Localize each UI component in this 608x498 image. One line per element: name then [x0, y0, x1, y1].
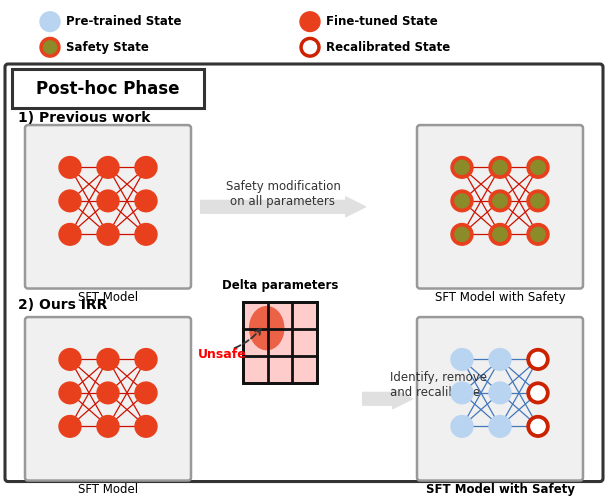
- Circle shape: [451, 415, 473, 437]
- Text: Unsafe: Unsafe: [198, 348, 247, 361]
- Text: Fine-tuned State: Fine-tuned State: [326, 15, 438, 28]
- Circle shape: [59, 224, 81, 245]
- Circle shape: [59, 415, 81, 437]
- Circle shape: [451, 349, 473, 370]
- Circle shape: [527, 349, 549, 370]
- Circle shape: [489, 349, 511, 370]
- Circle shape: [531, 386, 545, 400]
- Circle shape: [489, 156, 511, 178]
- Text: SFT Model with Safety: SFT Model with Safety: [426, 484, 575, 497]
- Circle shape: [489, 190, 511, 212]
- Circle shape: [97, 224, 119, 245]
- Circle shape: [451, 156, 473, 178]
- Circle shape: [97, 415, 119, 437]
- Circle shape: [97, 349, 119, 370]
- Circle shape: [489, 415, 511, 437]
- FancyBboxPatch shape: [417, 317, 583, 481]
- Circle shape: [59, 190, 81, 212]
- Bar: [243, 302, 317, 383]
- Circle shape: [531, 353, 545, 367]
- Text: Delta parameters: Delta parameters: [222, 279, 338, 292]
- Circle shape: [97, 156, 119, 178]
- Text: Recalibrated State: Recalibrated State: [326, 41, 451, 54]
- Circle shape: [455, 160, 469, 174]
- Text: SFT Model: SFT Model: [78, 291, 138, 304]
- Circle shape: [59, 382, 81, 404]
- Circle shape: [40, 37, 60, 57]
- Text: Identify, remove: Identify, remove: [390, 371, 487, 384]
- Text: SFT Model: SFT Model: [78, 484, 138, 497]
- Circle shape: [135, 415, 157, 437]
- Circle shape: [59, 349, 81, 370]
- Circle shape: [527, 156, 549, 178]
- Text: Post-hoc Phase: Post-hoc Phase: [36, 80, 180, 98]
- Text: 2) Ours IRR: 2) Ours IRR: [18, 298, 108, 312]
- Circle shape: [303, 41, 317, 54]
- Circle shape: [527, 415, 549, 437]
- Circle shape: [527, 382, 549, 404]
- Circle shape: [493, 194, 507, 208]
- Circle shape: [455, 227, 469, 242]
- Circle shape: [44, 41, 57, 54]
- Circle shape: [451, 382, 473, 404]
- Circle shape: [300, 12, 320, 31]
- Circle shape: [40, 12, 60, 31]
- Circle shape: [59, 156, 81, 178]
- Text: and recalibrate: and recalibrate: [390, 386, 480, 399]
- FancyBboxPatch shape: [417, 125, 583, 288]
- Circle shape: [527, 224, 549, 245]
- Circle shape: [493, 227, 507, 242]
- Circle shape: [300, 37, 320, 57]
- Circle shape: [489, 224, 511, 245]
- Text: Safety modification: Safety modification: [226, 180, 340, 193]
- Circle shape: [455, 194, 469, 208]
- Circle shape: [135, 156, 157, 178]
- Circle shape: [531, 194, 545, 208]
- Circle shape: [135, 224, 157, 245]
- FancyBboxPatch shape: [5, 64, 603, 482]
- Circle shape: [531, 160, 545, 174]
- Text: Safety State: Safety State: [66, 41, 149, 54]
- Circle shape: [531, 419, 545, 433]
- FancyBboxPatch shape: [25, 125, 191, 288]
- Circle shape: [489, 382, 511, 404]
- Circle shape: [493, 160, 507, 174]
- Circle shape: [451, 224, 473, 245]
- Circle shape: [135, 382, 157, 404]
- Text: Pre-trained State: Pre-trained State: [66, 15, 182, 28]
- FancyArrowPatch shape: [363, 389, 412, 408]
- Ellipse shape: [249, 306, 285, 351]
- Circle shape: [97, 382, 119, 404]
- Circle shape: [135, 190, 157, 212]
- Circle shape: [531, 227, 545, 242]
- Text: SFT Model with Safety: SFT Model with Safety: [435, 291, 565, 304]
- FancyBboxPatch shape: [25, 317, 191, 481]
- Circle shape: [451, 190, 473, 212]
- Circle shape: [135, 349, 157, 370]
- Circle shape: [97, 190, 119, 212]
- FancyArrowPatch shape: [201, 197, 365, 217]
- Circle shape: [527, 190, 549, 212]
- Text: on all parameters: on all parameters: [230, 195, 336, 208]
- Bar: [243, 302, 317, 383]
- Text: 1) Previous work: 1) Previous work: [18, 111, 150, 125]
- FancyBboxPatch shape: [12, 69, 204, 109]
